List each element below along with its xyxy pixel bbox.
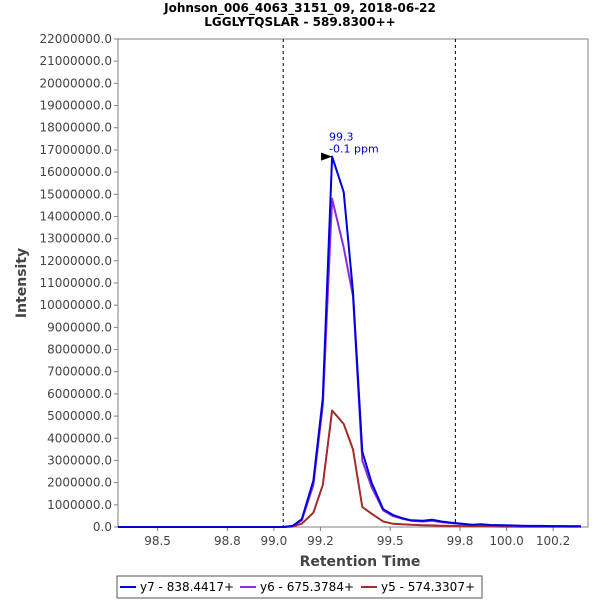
peak-annotation: 99.3 -0.1 ppm [321,131,379,161]
legend-label-y5: y5 - 574.3307+ [381,580,475,594]
y-tick-label: 19000000.0 [39,99,112,113]
y-tick-label: 20000000.0 [39,76,112,90]
y-tick-label: 1000000.0 [47,498,112,512]
y-tick-label: 8000000.0 [47,343,112,357]
x-tick-label: 99.0 [261,534,288,548]
peak-arrow-icon [321,152,333,161]
y-tick-label: 21000000.0 [39,54,112,68]
legend-label-y6: y6 - 675.3784+ [260,580,354,594]
y-tick-label: 12000000.0 [39,254,112,268]
y-axis: 0.0 1000000.0 2000000.0 3000000.0 4000000.0 5… [39,32,118,534]
y-tick-label: 11000000.0 [39,276,112,290]
y-tick-label: 4000000.0 [47,431,112,445]
y-tick-label: 17000000.0 [39,143,112,157]
legend: y7 - 838.4417+ y6 - 675.3784+ y5 - 574.330… [116,575,483,599]
peak-annotation-ppm: -0.1 ppm [329,143,379,156]
peak-annotation-rt: 99.3 [329,131,354,144]
y-tick-label: 14000000.0 [39,209,112,223]
series-line-y7 [118,155,581,528]
y-tick-label: 18000000.0 [39,121,112,135]
y-tick-label: 16000000.0 [39,165,112,179]
x-tick-label: 100.0 [489,534,523,548]
y-tick-label: 6000000.0 [47,387,112,401]
legend-box [116,575,483,599]
x-tick-label: 100.2 [536,534,570,548]
x-axis-label: Retention Time [300,554,421,570]
y-tick-label: 0.0 [93,520,112,534]
series-lines [118,155,582,528]
x-axis: 98.5 98.8 99.0 99.2 99.5 99.8 100.0 100.2 [144,527,570,548]
y-tick-label: 22000000.0 [39,32,112,46]
y-axis-label: Intensity [14,248,30,318]
legend-label-y7: y7 - 838.4417+ [140,580,234,594]
x-tick-label: 99.2 [307,534,334,548]
x-tick-label: 99.5 [377,534,404,548]
y-tick-label: 5000000.0 [47,409,112,423]
y-tick-label: 7000000.0 [47,365,112,379]
y-tick-label: 13000000.0 [39,232,112,246]
y-tick-label: 9000000.0 [47,320,112,334]
y-tick-label: 2000000.0 [47,476,112,490]
chart-subtitle: LGGLYTQSLAR - 589.8300++ [204,15,395,29]
chart-title: Johnson_006_4063_3151_09, 2018-06-22 [163,1,436,16]
x-tick-label: 98.8 [214,534,241,548]
x-tick-label: 99.8 [447,534,474,548]
y-tick-label: 10000000.0 [39,298,112,312]
x-tick-label: 98.5 [144,534,171,548]
y-tick-label: 15000000.0 [39,187,112,201]
y-tick-label: 3000000.0 [47,453,112,467]
